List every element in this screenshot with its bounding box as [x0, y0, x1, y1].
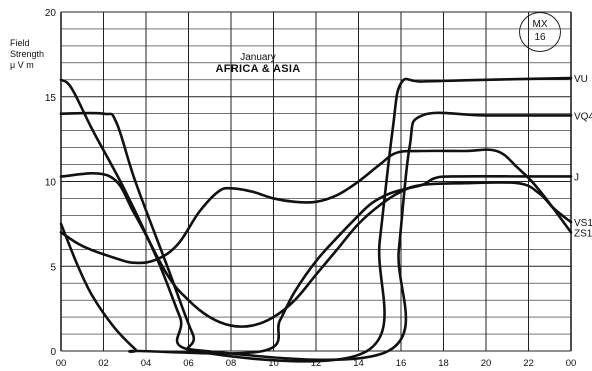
- x-tick-label: 18: [438, 358, 449, 369]
- y-tick-label: 10: [45, 178, 57, 189]
- y-axis-label-line-1: Field: [10, 38, 30, 48]
- x-tick-label: 02: [98, 358, 109, 369]
- chart-id-badge: MX 16: [519, 12, 561, 52]
- chart-title: AFRICA & ASIA: [215, 63, 301, 75]
- series-line-vq4: [59, 111, 573, 362]
- series-label-vs1: VS1: [574, 218, 592, 229]
- series-label-j: J: [574, 172, 579, 183]
- y-axis-label: Field Strength μ V m: [10, 38, 44, 71]
- y-tick-label: 20: [45, 8, 57, 19]
- y-tick-label: 0: [50, 347, 56, 358]
- x-tick-label: 22: [523, 358, 534, 369]
- x-tick-label: 00: [56, 358, 67, 369]
- x-tick-label: 06: [183, 358, 194, 369]
- y-axis-label-line-3: μ V m: [10, 60, 34, 70]
- grid-layer: [60, 11, 572, 352]
- x-tick-label: 08: [226, 358, 237, 369]
- x-tick-label: 14: [353, 358, 364, 369]
- x-tick-label: 20: [481, 358, 492, 369]
- series-label-vq4: VQ4: [574, 111, 592, 122]
- chart-subtitle: January: [240, 52, 276, 63]
- x-tick-label: 16: [396, 358, 407, 369]
- series-label-zs1: ZS1: [574, 228, 592, 239]
- series-line-vs1: [59, 172, 573, 329]
- y-tick-label: 15: [45, 93, 57, 104]
- chart-title-block: January AFRICA & ASIA: [188, 52, 328, 75]
- y-axis-label-line-2: Strength: [10, 49, 45, 59]
- x-tick-label: 10: [268, 358, 279, 369]
- x-tick-label: 04: [141, 358, 152, 369]
- series-label-vu: VU: [574, 74, 588, 85]
- badge-line-1: MX: [532, 19, 548, 30]
- x-tick-label: 00: [566, 358, 577, 369]
- badge-line-2: 16: [534, 32, 546, 43]
- series-line-j: [59, 174, 573, 355]
- series-line-zs1: [59, 148, 573, 265]
- y-tick-label: 5: [50, 262, 56, 273]
- x-tick-label: 12: [311, 358, 322, 369]
